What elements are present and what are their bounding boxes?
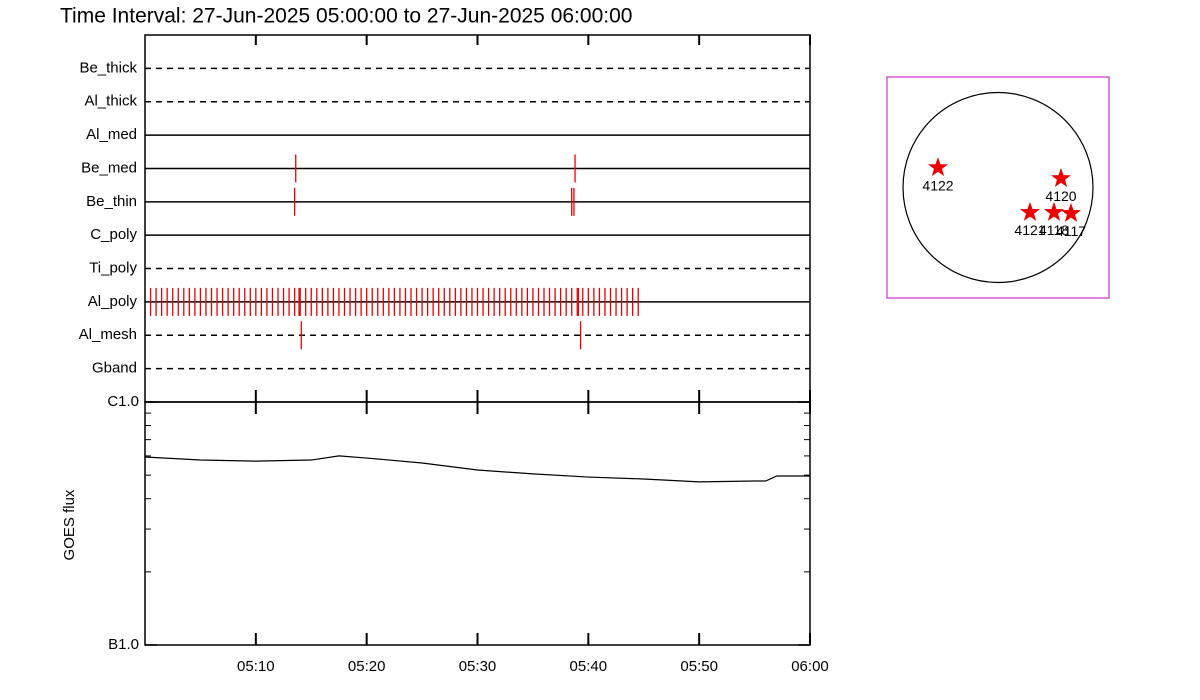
region-label: 4122 (922, 177, 953, 193)
x-tick-label: 06:00 (791, 658, 829, 675)
region-label: 4120 (1045, 188, 1076, 204)
region-label: 4118 (1039, 222, 1069, 238)
solar-disk (902, 91, 1094, 284)
row-label: Al_mesh (79, 326, 137, 343)
region-label: 4117 (1056, 223, 1086, 239)
row-label: Al_poly (88, 293, 138, 310)
row-label: Be_thin (86, 193, 137, 210)
x-tick-label: 05:40 (570, 658, 608, 675)
goes-flux-line (144, 455, 810, 483)
row-label: Gband (92, 360, 137, 377)
x-tick-label: 05:30 (459, 658, 497, 675)
row-label: Al_thick (84, 93, 137, 110)
region-star (928, 157, 948, 177)
row-label: C_poly (90, 226, 137, 243)
region-star (1044, 201, 1064, 221)
y-tick-label: C1.0 (107, 393, 139, 410)
chart-title: Time Interval: 27-Jun-2025 05:00:00 to 2… (60, 5, 632, 28)
y-axis-label: GOES flux (61, 489, 78, 560)
x-tick-label: 05:10 (237, 658, 275, 675)
region-star (1020, 201, 1040, 221)
x-tick-label: 05:50 (680, 658, 718, 675)
y-tick-label: B1.0 (108, 636, 139, 653)
region-star (1061, 202, 1081, 222)
row-label: Ti_poly (89, 260, 137, 277)
row-label: Be_med (81, 159, 137, 176)
region-star (1051, 168, 1071, 187)
row-label: Be_thick (79, 59, 137, 76)
region-label: 4121 (1014, 222, 1045, 238)
x-tick-label: 05:20 (348, 658, 386, 675)
row-label: Al_med (86, 126, 137, 143)
map-frame (886, 76, 1110, 299)
